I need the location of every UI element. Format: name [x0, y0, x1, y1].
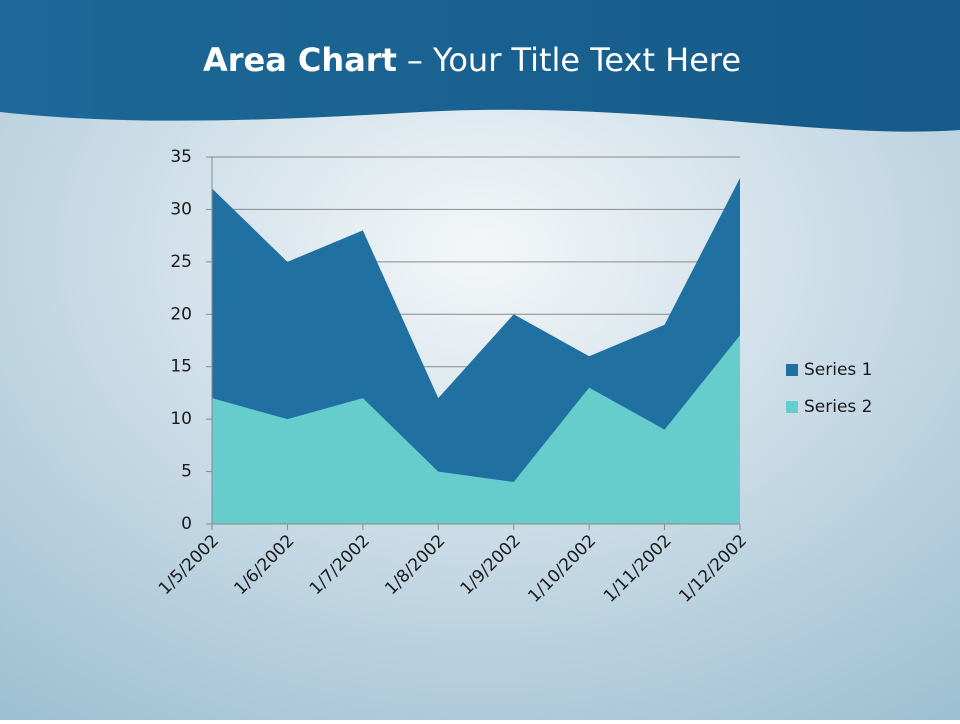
legend-label: Series 1: [804, 360, 873, 380]
y-tick-label: 30: [170, 199, 192, 219]
y-tick-label: 5: [181, 462, 192, 482]
y-tick-label: 20: [170, 304, 192, 324]
y-tick-label: 15: [170, 357, 192, 377]
y-tick-label: 10: [170, 409, 192, 429]
title-bold: Area Chart: [203, 41, 397, 79]
y-tick-label: 0: [181, 514, 192, 534]
header-band: [0, 0, 960, 132]
area: [212, 335, 740, 524]
slide-title: Area Chart – Your Title Text Here: [203, 41, 741, 79]
y-tick-label: 35: [170, 147, 192, 167]
y-tick-label: 25: [170, 252, 192, 272]
title-rest: – Your Title Text Here: [407, 41, 741, 79]
legend-swatch: [786, 364, 798, 376]
legend-label: Series 2: [804, 397, 873, 417]
legend-swatch: [786, 401, 798, 413]
